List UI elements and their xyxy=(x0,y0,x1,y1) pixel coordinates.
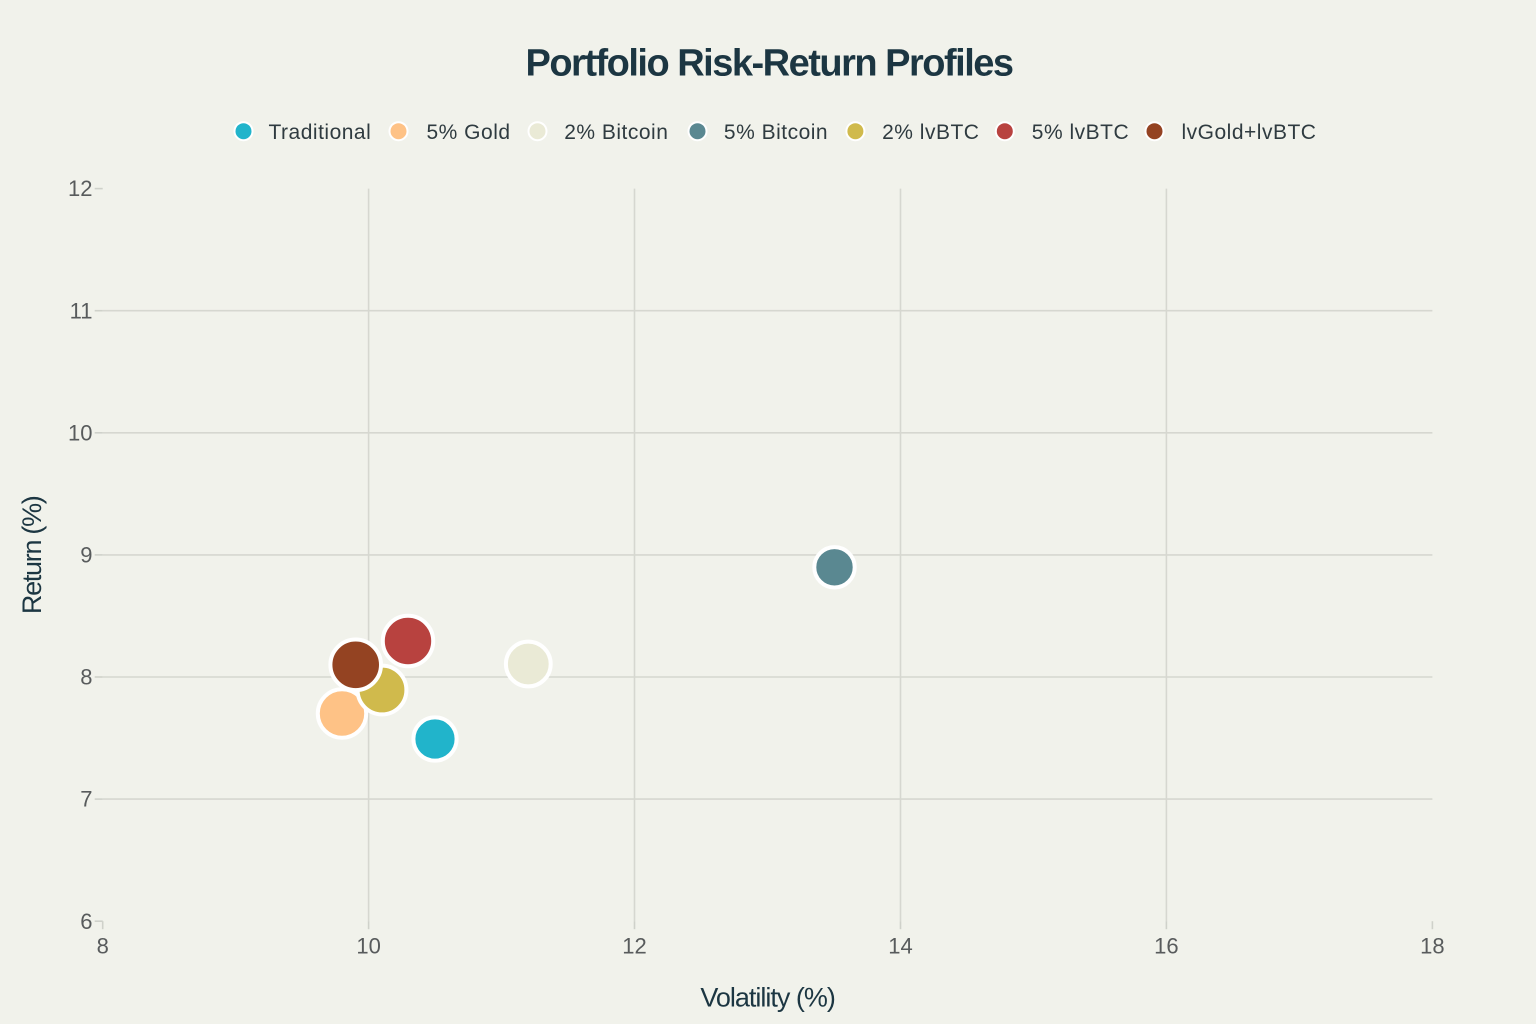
svg-text:5% lvBTC: 5% lvBTC xyxy=(1032,121,1129,144)
svg-text:14: 14 xyxy=(888,934,912,959)
svg-text:5% Bitcoin: 5% Bitcoin xyxy=(724,121,828,144)
svg-text:8: 8 xyxy=(80,665,92,690)
svg-text:Return (%): Return (%) xyxy=(17,496,47,614)
svg-text:lvGold+lvBTC: lvGold+lvBTC xyxy=(1182,121,1317,144)
svg-text:5% Gold: 5% Gold xyxy=(427,121,511,144)
svg-text:6: 6 xyxy=(80,909,92,934)
svg-text:2% lvBTC: 2% lvBTC xyxy=(882,121,979,144)
svg-text:7: 7 xyxy=(80,787,92,812)
svg-text:2% Bitcoin: 2% Bitcoin xyxy=(564,121,668,144)
svg-text:Portfolio Risk-Return Profiles: Portfolio Risk-Return Profiles xyxy=(525,43,1012,85)
svg-text:10: 10 xyxy=(68,420,92,445)
svg-text:11: 11 xyxy=(70,298,93,323)
svg-text:8: 8 xyxy=(97,934,109,959)
svg-text:10: 10 xyxy=(356,934,380,959)
svg-text:9: 9 xyxy=(80,543,92,568)
svg-text:Traditional: Traditional xyxy=(269,121,372,144)
svg-text:18: 18 xyxy=(1420,934,1444,959)
svg-text:12: 12 xyxy=(68,176,92,201)
svg-text:Volatility (%): Volatility (%) xyxy=(700,983,835,1013)
svg-text:12: 12 xyxy=(622,934,646,959)
svg-text:16: 16 xyxy=(1154,934,1178,959)
